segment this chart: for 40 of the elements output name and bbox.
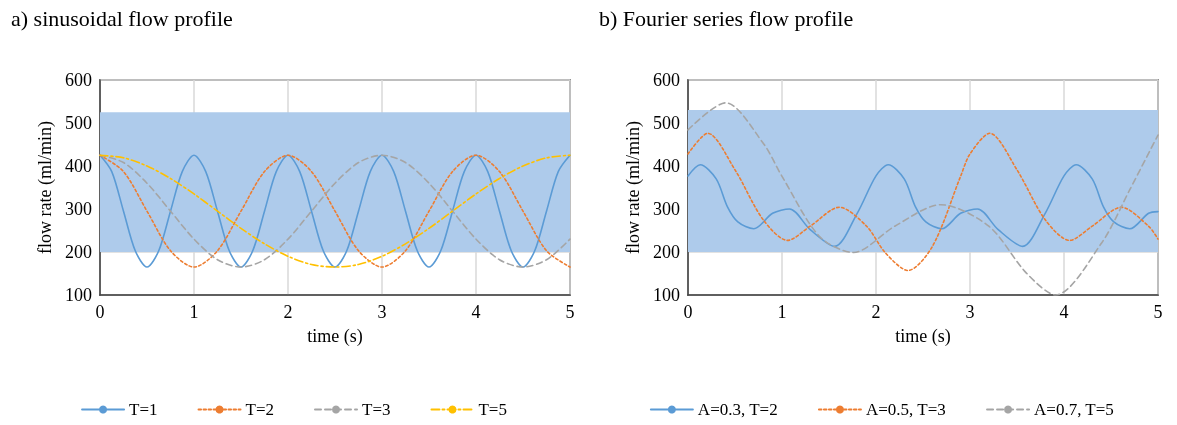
x-tick-label: 4 xyxy=(471,302,481,322)
chart-title: b) Fourier series flow profile xyxy=(599,5,854,31)
legend-label: T=2 xyxy=(245,400,275,419)
y-tick-label: 100 xyxy=(65,285,92,305)
x-tick-label: 0 xyxy=(683,302,693,322)
line-series xyxy=(687,163,1159,248)
x-tick-label: 2 xyxy=(871,302,881,322)
y-tick-label: 600 xyxy=(653,70,680,90)
y-tick-label: 200 xyxy=(653,242,680,262)
y-tick-label: 100 xyxy=(653,285,680,305)
y-axis-title: flow rate (ml/min) xyxy=(623,121,645,254)
y-tick-label: 400 xyxy=(653,156,680,176)
line-series xyxy=(687,132,1159,272)
y-axis-title: flow rate (ml/min) xyxy=(35,121,57,254)
y-tick-label: 600 xyxy=(65,70,92,90)
y-tick-label: 300 xyxy=(65,199,92,219)
x-axis-title: time (s) xyxy=(307,326,363,347)
legend-label: A=0.3, T=2 xyxy=(697,400,778,419)
x-axis-title: time (s) xyxy=(895,326,951,347)
chart-title: a) sinusoidal flow profile xyxy=(11,5,233,31)
x-tick-label: 5 xyxy=(1153,302,1163,322)
legend-label: A=0.5, T=3 xyxy=(865,400,946,419)
y-tick-label: 400 xyxy=(65,156,92,176)
x-tick-label: 5 xyxy=(565,302,575,322)
x-tick-label: 3 xyxy=(377,302,387,322)
line-series xyxy=(99,154,571,268)
x-tick-label: 1 xyxy=(189,302,199,322)
x-tick-label: 3 xyxy=(965,302,975,322)
x-tick-label: 2 xyxy=(283,302,293,322)
y-tick-label: 300 xyxy=(653,199,680,219)
legend-label: A=0.7, T=5 xyxy=(1034,400,1114,419)
legend-label: T=5 xyxy=(478,400,507,419)
y-tick-label: 500 xyxy=(653,113,680,133)
y-tick-label: 500 xyxy=(65,113,92,133)
x-tick-label: 0 xyxy=(95,302,105,322)
y-tick-label: 200 xyxy=(65,242,92,262)
x-tick-label: 4 xyxy=(1059,302,1069,322)
x-tick-label: 1 xyxy=(777,302,787,322)
legend-label: T=1 xyxy=(129,400,158,419)
legend-label: T=3 xyxy=(362,400,391,419)
